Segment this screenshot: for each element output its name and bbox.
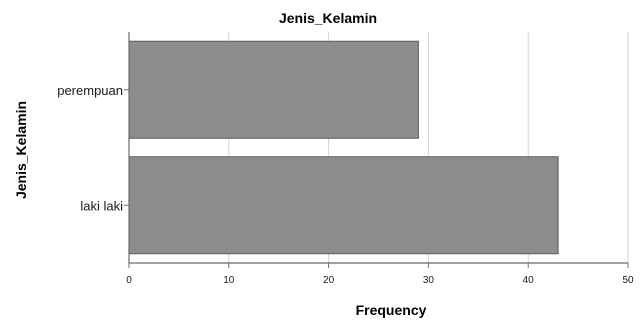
- x-tick-label: 10: [223, 275, 235, 286]
- y-tick-label: laki laki: [80, 198, 123, 213]
- y-axis-title: Jenis_Kelamin: [13, 101, 29, 199]
- y-tick-labels: perempuan laki laki: [57, 83, 123, 214]
- x-tick-labels: 0 10 20 30 40 50: [126, 275, 634, 286]
- x-tick-label: 50: [622, 275, 634, 286]
- axes: [124, 32, 629, 268]
- bar-perempuan: [128, 40, 419, 139]
- bars: [128, 40, 559, 255]
- x-tick-label: 0: [126, 275, 132, 286]
- chart-title: Jenis_Kelamin: [279, 10, 377, 26]
- x-tick-label: 40: [523, 275, 535, 286]
- y-tick-label: perempuan: [57, 83, 123, 98]
- bar-laki-laki: [128, 156, 559, 255]
- x-tick-label: 30: [423, 275, 435, 286]
- x-tick-label: 20: [323, 275, 335, 286]
- x-axis-title: Frequency: [356, 302, 427, 318]
